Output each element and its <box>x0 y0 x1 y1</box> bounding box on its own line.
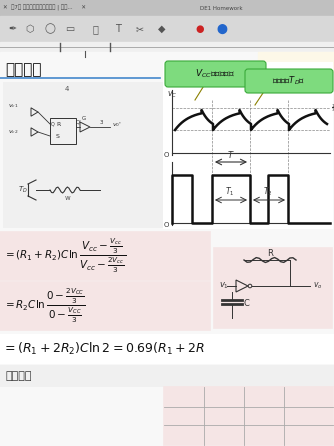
Text: Q: Q <box>51 121 55 127</box>
Text: $v_C$: $v_C$ <box>167 90 177 100</box>
Text: O: O <box>164 222 169 228</box>
Bar <box>0 334 334 364</box>
Text: DE1 Homework: DE1 Homework <box>200 5 242 11</box>
Bar <box>0 42 334 52</box>
Text: 电容通过$T_D$放: 电容通过$T_D$放 <box>273 75 306 87</box>
Text: ✂: ✂ <box>136 24 144 34</box>
Text: $T_D$: $T_D$ <box>18 185 28 195</box>
Text: ▭: ▭ <box>65 24 74 34</box>
Text: $v_1$: $v_1$ <box>219 281 229 291</box>
Text: 工作原理: 工作原理 <box>5 62 41 78</box>
Text: $\frac{1}{3}$: $\frac{1}{3}$ <box>331 102 334 114</box>
Text: C: C <box>244 298 250 307</box>
Bar <box>0 232 210 280</box>
Text: O: O <box>164 152 169 158</box>
Text: ✕  第7章 数字波形的产生和整形 | 振荡...     ✕: ✕ 第7章 数字波形的产生和整形 | 振荡... ✕ <box>3 5 86 11</box>
Text: ✒: ✒ <box>8 24 16 34</box>
Bar <box>0 0 334 16</box>
Text: R: R <box>267 249 273 259</box>
Text: w: w <box>65 195 71 201</box>
Text: $=(R_1+2R_2)C\ln 2=0.69(R_1+2R$: $=(R_1+2R_2)C\ln 2=0.69(R_1+2R$ <box>2 341 205 357</box>
Text: $=R_2C\ln\dfrac{0-\frac{2V_{CC}}{3}}{0-\frac{V_{CC}}{3}}$: $=R_2C\ln\dfrac{0-\frac{2V_{CC}}{3}}{0-\… <box>3 287 86 325</box>
Text: ●: ● <box>196 24 204 34</box>
Text: $v_{c1}$: $v_{c1}$ <box>8 102 18 110</box>
Text: ⬡: ⬡ <box>26 24 34 34</box>
Text: 3: 3 <box>100 120 104 124</box>
Bar <box>164 63 332 228</box>
Bar <box>0 52 334 446</box>
Bar <box>50 118 76 144</box>
Bar <box>214 248 332 328</box>
Bar <box>3 82 165 227</box>
Text: $V_{CC}$对电容充电: $V_{CC}$对电容充电 <box>195 68 235 80</box>
Text: $T_2$: $T_2$ <box>263 186 273 198</box>
Text: R: R <box>56 121 60 127</box>
Text: $v_0$': $v_0$' <box>112 120 122 129</box>
Bar <box>0 282 210 330</box>
Bar <box>164 387 333 445</box>
Text: $T$: $T$ <box>227 149 235 160</box>
Text: 用的电路: 用的电路 <box>5 371 31 381</box>
Text: ◯: ◯ <box>44 24 55 34</box>
Text: S: S <box>56 133 60 139</box>
Text: ◆: ◆ <box>158 24 166 34</box>
FancyBboxPatch shape <box>245 69 333 93</box>
FancyBboxPatch shape <box>165 61 266 87</box>
Bar <box>258 52 334 72</box>
Text: Q': Q' <box>76 120 82 124</box>
Text: 4: 4 <box>65 86 69 92</box>
Text: T: T <box>115 24 121 34</box>
Text: ⬤: ⬤ <box>216 24 227 34</box>
Bar <box>0 16 334 42</box>
Text: $v_{c2}$: $v_{c2}$ <box>8 128 18 136</box>
Text: $T_1$: $T_1$ <box>225 186 234 198</box>
Bar <box>0 365 334 387</box>
Text: ⬜: ⬜ <box>92 24 98 34</box>
Text: $=(R_1+R_2)C\ln\dfrac{V_{cc}-\frac{V_{cc}}{3}}{V_{cc}-\frac{2V_{cc}}{3}}$: $=(R_1+R_2)C\ln\dfrac{V_{cc}-\frac{V_{cc… <box>3 237 126 275</box>
Text: G: G <box>82 116 86 120</box>
Text: $v_o$: $v_o$ <box>313 281 323 291</box>
